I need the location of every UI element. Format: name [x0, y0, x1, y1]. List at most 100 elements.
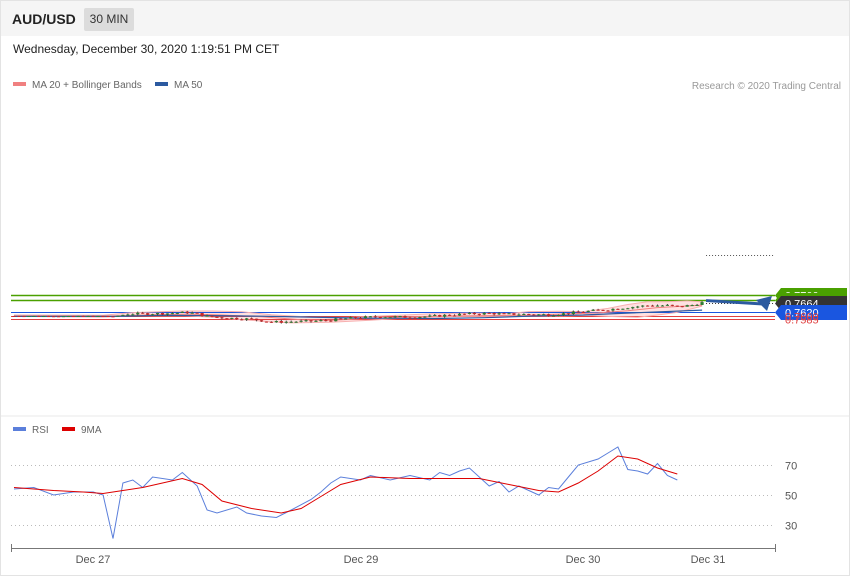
- legend-ma20: MA 20 + Bollinger Bands: [13, 80, 142, 91]
- candle-body: [631, 307, 635, 309]
- candle: [502, 312, 506, 315]
- candle-body: [274, 321, 278, 323]
- candle: [675, 305, 679, 307]
- candle: [561, 312, 566, 317]
- candle-body: [497, 313, 501, 315]
- candle-body: [27, 316, 31, 318]
- candle: [408, 316, 412, 319]
- candle-body: [398, 316, 402, 318]
- timeframe-button[interactable]: 30 MIN: [84, 8, 134, 31]
- candle: [428, 314, 432, 318]
- candle-body: [22, 316, 26, 318]
- candle: [151, 313, 155, 316]
- candle-body: [81, 315, 85, 317]
- candle: [264, 321, 269, 323]
- candle: [47, 315, 51, 318]
- candle-body: [606, 310, 610, 312]
- candle: [111, 316, 115, 318]
- candle-body: [586, 310, 590, 313]
- candle-body: [596, 309, 600, 311]
- candle: [205, 314, 209, 317]
- candle-body: [215, 316, 219, 318]
- candle: [165, 313, 170, 316]
- candle-body: [240, 319, 244, 321]
- candle: [344, 318, 348, 320]
- ma50-swatch: [155, 82, 168, 87]
- candle: [571, 310, 575, 315]
- candle-body: [339, 318, 343, 320]
- candle-body: [37, 315, 41, 317]
- candle: [611, 308, 615, 312]
- candle-body: [254, 318, 259, 321]
- candle-body: [403, 316, 407, 318]
- rsi-level-label-30: 30: [785, 521, 797, 533]
- candle-body: [136, 312, 140, 315]
- ma20-swatch: [13, 82, 26, 87]
- candle-body: [151, 314, 155, 316]
- candle: [304, 319, 308, 322]
- candle-body: [289, 321, 293, 323]
- candle: [52, 316, 56, 318]
- candle: [636, 305, 640, 309]
- candle-body: [56, 316, 61, 318]
- candle-body: [621, 308, 625, 310]
- candle: [517, 313, 521, 316]
- candle: [210, 315, 214, 318]
- candle: [27, 315, 31, 318]
- candle: [180, 311, 184, 313]
- candle: [527, 313, 531, 316]
- candle: [695, 303, 699, 306]
- candle-body: [581, 311, 585, 313]
- candle-body: [423, 316, 427, 318]
- candle: [616, 308, 620, 310]
- rsi-ma-swatch: [62, 427, 75, 432]
- candle-body: [66, 316, 71, 318]
- candle-body: [571, 311, 575, 315]
- candle-body: [235, 317, 239, 320]
- candle-body: [205, 315, 209, 317]
- candle: [670, 304, 674, 307]
- candle: [230, 317, 234, 320]
- candle-body: [210, 315, 214, 317]
- candle-body: [284, 321, 288, 323]
- candle: [329, 320, 333, 322]
- candle: [433, 314, 437, 317]
- candle: [685, 304, 689, 307]
- candle: [353, 316, 358, 319]
- candle: [250, 317, 254, 320]
- candle-body: [655, 305, 660, 307]
- candle-body: [76, 315, 80, 317]
- candle: [37, 315, 41, 317]
- candle-body: [601, 309, 605, 311]
- rsi-ma-line: [13, 455, 678, 514]
- candle: [650, 304, 655, 307]
- x-tick-label: Dec 31: [691, 554, 726, 566]
- candle: [487, 312, 491, 314]
- candle: [413, 317, 417, 319]
- candle: [700, 301, 704, 306]
- candle: [146, 312, 150, 316]
- candle-body: [71, 316, 75, 318]
- level-label-3: 0.7620: [785, 308, 819, 320]
- candle: [576, 310, 580, 313]
- candle-body: [304, 320, 308, 322]
- candle-body: [680, 306, 684, 308]
- candle: [339, 318, 343, 320]
- candle-body: [443, 314, 447, 317]
- candle-body: [492, 313, 496, 315]
- candle-body: [353, 317, 358, 319]
- candle-body: [646, 305, 650, 307]
- candle: [680, 306, 684, 308]
- candle-body: [636, 306, 640, 308]
- candle: [116, 315, 120, 317]
- candle-body: [111, 316, 115, 318]
- candle-body: [537, 314, 541, 316]
- candle: [225, 318, 229, 320]
- candle: [319, 319, 323, 322]
- candle: [86, 315, 90, 317]
- candle-body: [264, 321, 269, 323]
- candle-body: [12, 316, 16, 317]
- candle-body: [561, 313, 566, 315]
- candle-body: [141, 312, 145, 314]
